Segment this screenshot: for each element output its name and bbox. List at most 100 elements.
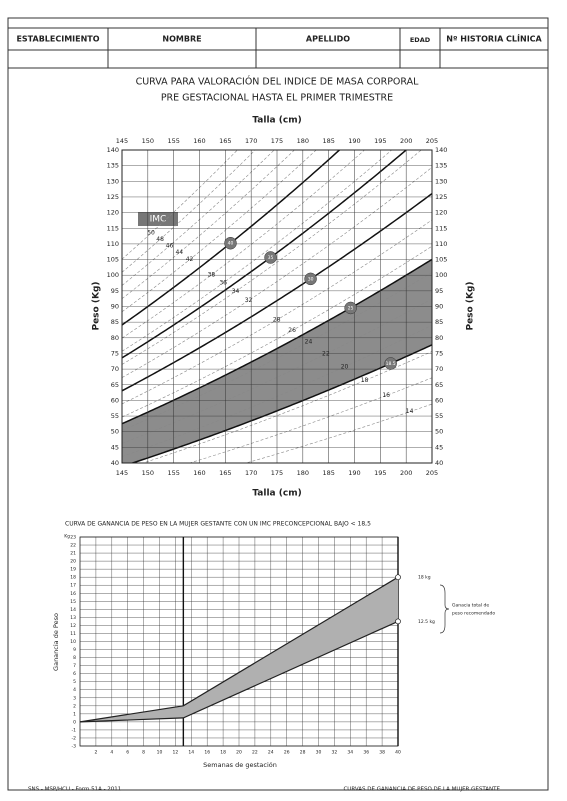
y-tick-label: 135 bbox=[107, 162, 119, 170]
y-tick-label: 90 bbox=[111, 303, 119, 311]
y-tick-label: 10 bbox=[70, 639, 76, 645]
form-header bbox=[7, 27, 549, 69]
imc-label: 38 bbox=[208, 271, 216, 278]
y-tick-label: 115 bbox=[435, 224, 447, 232]
y-tick-label: 70 bbox=[435, 365, 443, 373]
y-tick-label: 80 bbox=[435, 334, 443, 342]
x-axis-label: Semanas de gestación bbox=[203, 761, 277, 769]
x-tick-label: 22 bbox=[252, 750, 258, 756]
y-tick-label: 2 bbox=[73, 703, 76, 709]
y-axis-label: Peso (Kg) bbox=[92, 281, 102, 330]
x-tick-label: 160 bbox=[193, 469, 205, 477]
x-tick-label: 200 bbox=[400, 137, 412, 145]
y-tick-label: 55 bbox=[435, 412, 443, 420]
imc-marker-label: 35 bbox=[268, 255, 274, 261]
x-tick-label: 20 bbox=[236, 750, 242, 756]
end-marker bbox=[395, 618, 401, 625]
imc-marker bbox=[344, 301, 357, 315]
y-axis-label: Peso (Kg) bbox=[466, 281, 476, 330]
y-tick-label: 1 bbox=[73, 711, 76, 717]
y-tick-label: 20 bbox=[70, 559, 76, 565]
footer-right: CURVAS DE GANANCIA DE PESO DE LA MUJER G… bbox=[343, 787, 500, 793]
x-tick-label: 150 bbox=[142, 469, 154, 477]
imc-marker bbox=[304, 272, 317, 286]
imc-marker-label: 18.5 bbox=[386, 361, 396, 367]
x-tick-label: 195 bbox=[374, 137, 386, 145]
x-tick-label: 145 bbox=[116, 137, 128, 145]
y-tick-label: 22 bbox=[70, 543, 76, 549]
y-tick-label: 130 bbox=[107, 177, 119, 185]
x-tick-label: 190 bbox=[348, 137, 360, 145]
x-axis-label: Talla (cm) bbox=[252, 116, 301, 126]
x-tick-label: 36 bbox=[363, 750, 369, 756]
imc-label: 48 bbox=[156, 236, 164, 243]
imc-label: 20 bbox=[341, 363, 349, 370]
x-tick-label: 32 bbox=[332, 750, 338, 756]
y-tick-label: 15 bbox=[70, 599, 76, 605]
imc-label: IMC bbox=[150, 215, 167, 225]
x-tick-label: 185 bbox=[322, 137, 334, 145]
imc-label: 18 bbox=[361, 377, 369, 384]
imc-label: 46 bbox=[166, 242, 174, 249]
y-tick-label: -1 bbox=[72, 727, 77, 733]
brace bbox=[439, 584, 450, 634]
y-axis-label: Ganancia de Peso bbox=[52, 613, 60, 671]
y-tick-label: -3 bbox=[72, 744, 77, 750]
y-tick-label: 21 bbox=[70, 551, 76, 557]
imc-label: 44 bbox=[175, 249, 183, 256]
column-header: EDAD bbox=[410, 36, 431, 44]
x-tick-label: 6 bbox=[126, 750, 129, 756]
legend-label: 18 kg bbox=[418, 575, 431, 581]
x-tick-label: 170 bbox=[245, 469, 257, 477]
y-tick-label: 8 bbox=[73, 655, 76, 661]
column-header: APELLIDO bbox=[306, 35, 350, 44]
x-tick-label: 205 bbox=[426, 469, 438, 477]
y-tick-label: 18 bbox=[70, 575, 76, 581]
imc-label: 26 bbox=[288, 327, 296, 334]
x-tick-label: 165 bbox=[219, 137, 231, 145]
gain-line bbox=[79, 620, 399, 723]
x-tick-label: 14 bbox=[188, 750, 194, 756]
imc-marker bbox=[224, 236, 237, 250]
imc-marker-label: 30 bbox=[308, 276, 314, 282]
y-tick-label: 9 bbox=[73, 647, 76, 653]
y-tick-label: 105 bbox=[435, 256, 447, 264]
x-tick-label: 26 bbox=[284, 750, 290, 756]
x-tick-label: 145 bbox=[116, 469, 128, 477]
x-tick-label: 38 bbox=[379, 750, 385, 756]
x-tick-label: 34 bbox=[347, 750, 353, 756]
y-tick-label: 45 bbox=[111, 443, 119, 451]
x-tick-label: 175 bbox=[271, 469, 283, 477]
y-tick-label: 80 bbox=[111, 334, 119, 342]
x-tick-label: 10 bbox=[157, 750, 163, 756]
x-tick-label: 30 bbox=[316, 750, 322, 756]
y-tick-label: 70 bbox=[111, 365, 119, 373]
y-tick-label: 75 bbox=[111, 349, 119, 357]
x-tick-label: 195 bbox=[374, 469, 386, 477]
x-tick-label: 185 bbox=[322, 469, 334, 477]
y-tick-label: 60 bbox=[111, 396, 119, 404]
chart-title: CURVA DE GANANCIA DE PESO EN LA MUJER GE… bbox=[65, 521, 371, 528]
x-tick-label: 40 bbox=[395, 750, 401, 756]
x-tick-label: 175 bbox=[271, 137, 283, 145]
y-tick-label: 140 bbox=[435, 146, 447, 154]
annotation: Ganacia total de bbox=[452, 603, 489, 609]
y-tick-label: 60 bbox=[435, 396, 443, 404]
y-tick-label: 85 bbox=[435, 318, 443, 326]
legend-label: 12.5 kg bbox=[418, 619, 435, 625]
imc-label: 50 bbox=[147, 230, 155, 237]
y-tick-label: 65 bbox=[435, 381, 443, 389]
y-tick-label: 13 bbox=[70, 615, 76, 621]
y-tick-label: 125 bbox=[435, 193, 447, 201]
gain-line bbox=[79, 576, 399, 723]
y-tick-label: 115 bbox=[107, 224, 119, 232]
y-tick-label: 40 bbox=[111, 459, 119, 467]
imc-label: 42 bbox=[186, 256, 194, 263]
footer-left: SNS - MSP/HCU - Form 51A - 2011 bbox=[28, 787, 121, 793]
y-tick-label: 95 bbox=[111, 287, 119, 295]
x-tick-label: 4 bbox=[110, 750, 113, 756]
y-tick-label: 110 bbox=[107, 240, 119, 248]
y-tick-label: 75 bbox=[435, 349, 443, 357]
y-tick-label: 23 bbox=[70, 535, 76, 541]
